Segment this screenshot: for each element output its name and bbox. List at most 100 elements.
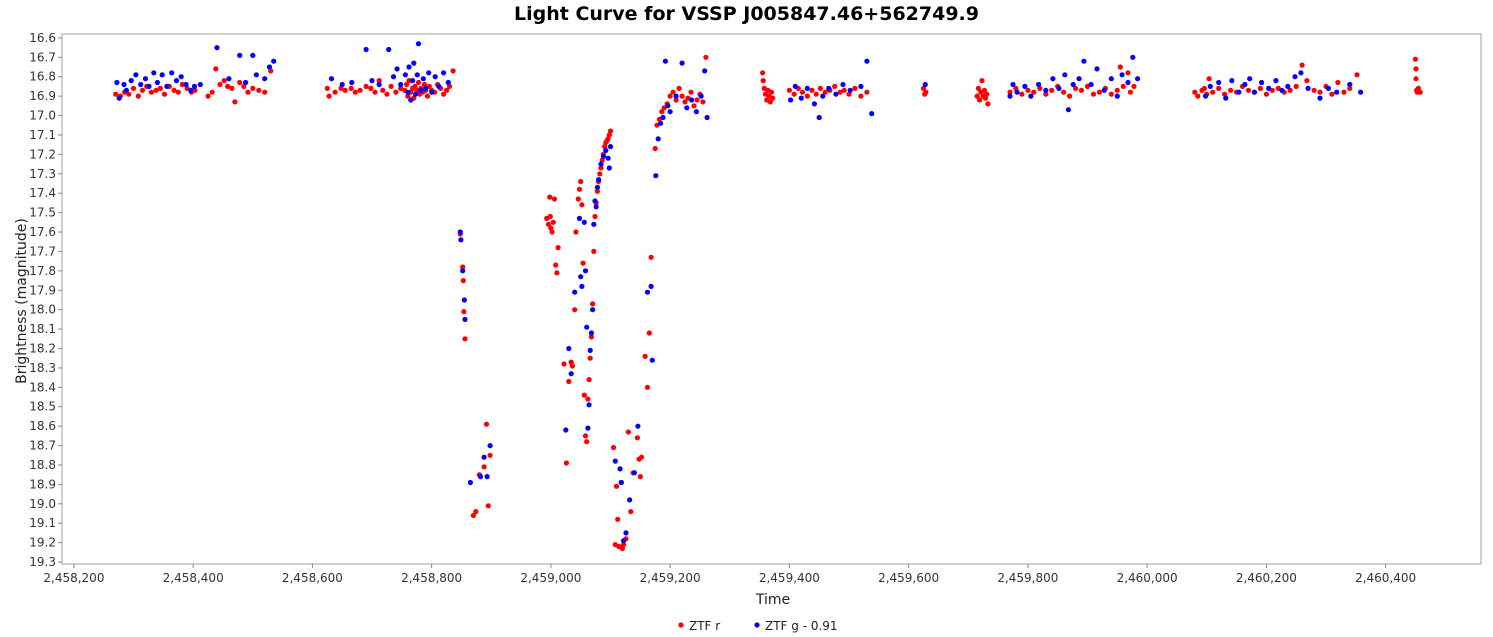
data-point bbox=[429, 89, 435, 95]
data-point bbox=[1228, 87, 1234, 93]
data-point bbox=[607, 128, 614, 134]
data-point bbox=[473, 509, 479, 515]
data-point bbox=[547, 194, 553, 200]
x-axis-title: Time bbox=[755, 592, 790, 608]
data-point bbox=[229, 85, 235, 91]
data-point bbox=[420, 76, 426, 82]
x-tick-label: 2,460,000 bbox=[1117, 571, 1178, 585]
y-tick-label: 18.1 bbox=[29, 322, 56, 336]
data-point bbox=[338, 85, 344, 91]
y-tick-label: 18.4 bbox=[29, 380, 56, 394]
x-tick-label: 2,458,200 bbox=[43, 571, 104, 585]
data-point bbox=[689, 97, 695, 103]
data-point bbox=[460, 268, 466, 274]
data-point bbox=[151, 70, 157, 76]
data-point bbox=[799, 89, 806, 95]
data-point bbox=[461, 309, 467, 315]
data-point bbox=[406, 78, 412, 84]
data-point bbox=[984, 91, 990, 97]
data-point bbox=[1285, 83, 1291, 89]
data-point bbox=[1247, 76, 1253, 82]
y-tick-label: 18.3 bbox=[29, 361, 56, 375]
data-point bbox=[648, 254, 654, 260]
data-point bbox=[811, 101, 818, 107]
data-point bbox=[116, 95, 122, 101]
data-point bbox=[625, 429, 632, 435]
data-point bbox=[1127, 89, 1133, 95]
data-point bbox=[153, 87, 159, 93]
data-point bbox=[467, 479, 473, 486]
data-point bbox=[648, 283, 654, 289]
data-point bbox=[1257, 85, 1263, 91]
data-point bbox=[610, 444, 617, 451]
data-point bbox=[688, 89, 694, 95]
data-point bbox=[858, 93, 864, 99]
data-point bbox=[581, 219, 587, 225]
data-point bbox=[432, 74, 438, 80]
data-point bbox=[573, 229, 579, 235]
series-ztf-g bbox=[114, 41, 1364, 544]
data-point bbox=[460, 278, 466, 284]
data-point bbox=[619, 545, 626, 552]
data-point bbox=[164, 83, 170, 89]
data-point bbox=[638, 454, 645, 460]
data-point bbox=[682, 99, 688, 105]
data-point bbox=[768, 89, 775, 95]
data-point bbox=[667, 93, 673, 99]
data-point bbox=[786, 87, 793, 93]
data-point bbox=[1007, 89, 1013, 95]
data-point bbox=[114, 79, 120, 86]
data-point bbox=[623, 530, 629, 536]
data-point bbox=[481, 454, 487, 460]
data-point bbox=[864, 89, 870, 95]
y-tick-label: 18.8 bbox=[29, 458, 56, 472]
data-point bbox=[414, 72, 420, 78]
data-point bbox=[250, 52, 256, 59]
data-point bbox=[979, 78, 985, 84]
legend-marker bbox=[754, 622, 760, 628]
data-point bbox=[591, 248, 597, 254]
data-point bbox=[423, 85, 429, 91]
data-point bbox=[607, 144, 614, 150]
data-point bbox=[245, 89, 251, 95]
data-point bbox=[1096, 89, 1102, 95]
data-point bbox=[157, 85, 163, 91]
data-point bbox=[225, 83, 231, 89]
data-point bbox=[349, 79, 355, 86]
data-point bbox=[398, 81, 404, 88]
data-point bbox=[826, 85, 832, 91]
y-tick-label: 17.2 bbox=[29, 147, 56, 161]
data-point bbox=[1090, 91, 1097, 97]
data-point bbox=[1311, 87, 1317, 93]
data-point bbox=[217, 81, 223, 88]
data-point bbox=[673, 93, 679, 99]
data-point bbox=[1076, 76, 1082, 82]
data-point bbox=[832, 83, 838, 89]
data-point bbox=[1036, 81, 1042, 88]
data-point bbox=[576, 215, 583, 221]
data-point bbox=[628, 509, 634, 515]
data-point bbox=[1108, 76, 1114, 82]
data-point bbox=[767, 99, 773, 105]
data-point bbox=[1067, 93, 1073, 99]
y-tick-label: 17.7 bbox=[29, 244, 56, 258]
data-point bbox=[339, 81, 345, 88]
data-point bbox=[161, 91, 168, 97]
data-point bbox=[1299, 62, 1305, 68]
data-point bbox=[617, 466, 623, 472]
data-point bbox=[760, 78, 766, 84]
data-point bbox=[1293, 83, 1299, 89]
data-point bbox=[130, 85, 137, 91]
data-point bbox=[332, 89, 338, 95]
data-point bbox=[590, 307, 596, 313]
data-point bbox=[1354, 72, 1360, 78]
y-tick-label: 17.8 bbox=[29, 264, 56, 278]
data-point bbox=[1037, 85, 1043, 91]
data-point bbox=[563, 427, 569, 433]
data-point bbox=[1043, 91, 1049, 97]
data-point bbox=[1078, 87, 1085, 93]
data-point bbox=[450, 68, 456, 74]
data-point bbox=[363, 46, 369, 53]
data-point bbox=[441, 70, 447, 76]
data-point bbox=[594, 184, 601, 190]
